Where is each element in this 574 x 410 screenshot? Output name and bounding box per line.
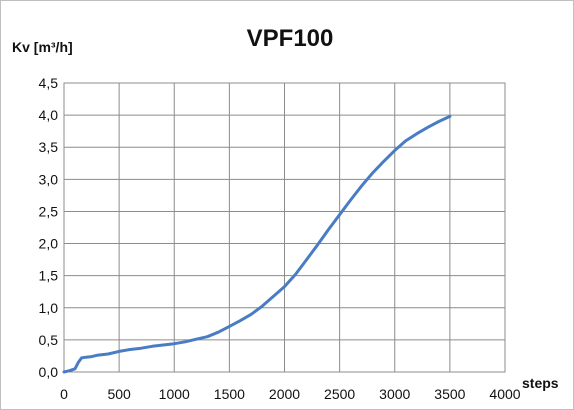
series-line (62, 114, 452, 374)
y-tick-label: 3,0 (39, 171, 59, 187)
y-tick-label: 1,5 (39, 268, 59, 284)
x-tick-label: 3500 (434, 386, 465, 402)
y-tick-label: 2,0 (39, 236, 59, 252)
y-tick-label: 0,0 (39, 364, 59, 380)
chart-title: VPF100 (247, 25, 334, 52)
axes (63, 82, 506, 373)
plot-area-border (63, 82, 506, 373)
x-tick-label: 2000 (269, 386, 300, 402)
y-tick-label: 4,5 (39, 75, 59, 91)
x-tick-label: 3000 (379, 386, 410, 402)
x-tick-label: 1500 (214, 386, 245, 402)
x-tick-label: 4000 (489, 386, 520, 402)
y-tick-label: 1,0 (39, 300, 59, 316)
x-tick-labels: 0 500 1000 1500 2000 2500 3000 3500 4000 (60, 386, 521, 402)
series-group (62, 114, 452, 374)
x-tick-label: 2500 (324, 386, 355, 402)
x-tick-label: 0 (60, 386, 68, 402)
y-tick-label: 3,5 (39, 139, 59, 155)
y-tick-label: 2,5 (39, 203, 59, 219)
x-tick-label: 500 (107, 386, 131, 402)
y-tick-label: 4,0 (39, 107, 59, 123)
x-tick-label: 1000 (159, 386, 190, 402)
x-axis-label: steps (522, 375, 559, 391)
y-axis-label: Kv [m³/h] (12, 39, 73, 55)
grid-lines (63, 82, 506, 373)
y-tick-label: 0,5 (39, 332, 59, 348)
y-tick-labels: 0,0 0,5 1,0 1,5 2,0 2,5 3,0 3,5 4,0 4,5 (39, 75, 59, 380)
